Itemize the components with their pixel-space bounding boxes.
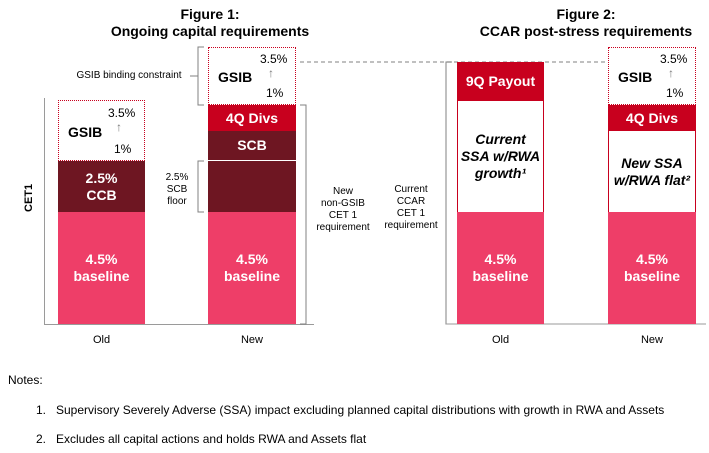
fig2-new-category: New [640,334,663,346]
fig2-new-ssa-line: New SSA [621,154,683,171]
fig1-new-gsib-low: 1% [266,86,284,100]
new-req-line: CET 1 [328,210,358,221]
fig2-new-baseline-label: baseline [623,268,681,284]
fig2-new-gsib-label: GSIB [618,69,653,85]
fig1-old-ccb-segment: 2.5% CCB [58,161,145,212]
fig2-old-ssa-line: SSA w/RWA [460,148,541,164]
up-arrow-icon: ↑ [116,120,122,134]
fig2-old-baseline-pct: 4.5% [484,251,517,267]
gsib-binding-constraint-label: GSIB binding constraint [76,70,182,81]
fig1-old-gsib-high: 3.5% [108,106,136,120]
up-arrow-icon: ↑ [268,66,274,80]
fig2-old-ssa-line: Current [475,131,526,147]
fig1-new-gsib-label: GSIB [218,69,253,85]
fig2-new-ssa-segment: New SSA w/RWA flat² [608,131,696,212]
fig2-old-ssa-segment: Current SSA w/RWA growth¹ [457,101,544,212]
fig1-old-gsib-box [58,100,145,161]
fig1-old-baseline-label: baseline [73,268,130,284]
current-req-line: Current [394,184,428,195]
figure1-x-axis [44,324,314,325]
figure1-y-axis [44,98,45,324]
new-req-bracket [300,104,307,325]
fig2-old-payout-label: 9Q Payout [465,73,536,89]
current-req-label: Current CCAR CET 1 requirement [378,184,444,232]
figure1-title: Figure 1: Ongoing capital requirements [100,6,320,40]
current-req-bracket [445,61,452,325]
new-req-line: New [332,186,353,197]
scb-floor-label: 2.5% SCB floor [160,172,194,208]
fig1-old-baseline-segment: 4.5% baseline [58,212,145,324]
current-req-line: CCAR [396,196,426,207]
fig1-old-ccb-pct: 2.5% [85,169,118,186]
fig2-new-gsib-box [608,47,696,105]
note-number: 2. [36,432,47,446]
fig1-new-baseline-segment: 4.5% baseline [208,212,296,324]
figure2-title: Figure 2: CCAR post-stress requirements [476,6,696,40]
notes-heading: Notes: [8,373,43,387]
fig2-old-category: Old [491,334,510,346]
fig1-new-gsib-high: 3.5% [260,52,288,66]
up-arrow-icon: ↑ [668,66,674,80]
scb-floor-bracket [197,160,204,213]
fig2-new-baseline-pct: 4.5% [636,251,668,267]
fig2-old-payout-segment: 9Q Payout [457,62,544,101]
current-req-line: CET 1 [396,208,426,219]
fig1-new-scb-segment: SCB [208,131,296,160]
fig1-old-category: Old [92,334,111,346]
note-text: Excludes all capital actions and holds R… [56,432,367,446]
fig2-old-ssa-line: growth¹ [474,165,527,181]
fig2-new-gsib-high: 3.5% [660,52,688,66]
figure2-title-line: Figure 2: [556,6,616,22]
new-req-line: requirement [316,222,370,233]
fig1-new-scb-label: SCB [237,137,267,153]
fig1-old-ccb-label: CCB [86,186,117,203]
fig1-new-baseline-pct: 4.5% [236,251,268,267]
fig1-new-gsib-box [208,47,296,105]
fig2-new-ssa-line: w/RWA flat² [613,171,691,188]
fig1-old-baseline-pct: 4.5% [85,251,118,267]
fig1-old-gsib-label: GSIB [68,124,103,140]
fig1-new-baseline-label: baseline [223,268,281,284]
scb-floor-line: 2.5% [165,172,189,183]
note-number: 1. [36,403,47,417]
figure2-subtitle: CCAR post-stress requirements [479,23,693,39]
current-req-line: requirement [384,220,438,231]
note-text: Supervisory Severely Adverse (SSA) impac… [56,403,665,417]
figure1-subtitle: Ongoing capital requirements [110,23,310,39]
new-req-line: non-GSIB [321,198,365,209]
gsib-binding-bracket [197,46,204,106]
fig1-new-category: New [240,334,263,346]
fig2-new-divs-segment: 4Q Divs [608,105,696,131]
fig1-new-divs-label: 4Q Divs [225,109,279,126]
fig2-new-baseline-segment: 4.5% baseline [608,212,696,324]
fig2-new-divs-label: 4Q Divs [625,109,679,126]
fig2-old-baseline-segment: 4.5% baseline [457,212,544,324]
fig2-old-baseline-label: baseline [472,268,529,284]
fig1-new-divs-segment: 4Q Divs [208,105,296,131]
fig1-new-scb-floor-segment [208,161,296,212]
new-req-label: New non-GSIB CET 1 requirement [308,186,378,234]
figure1-title-line: Figure 1: [180,6,240,22]
fig1-old-gsib-low: 1% [114,142,132,156]
scb-floor-line: SCB [166,184,188,195]
fig2-new-gsib-low: 1% [666,86,684,100]
scb-floor-line: floor [167,196,187,207]
